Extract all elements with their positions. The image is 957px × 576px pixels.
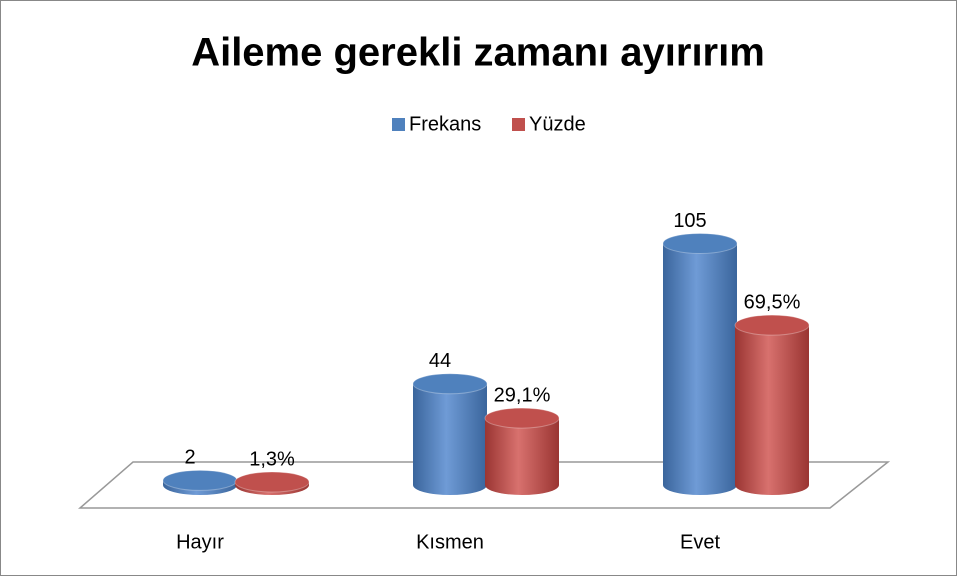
legend-swatch — [512, 118, 525, 131]
bar-top — [234, 471, 310, 493]
data-label: 69,5% — [744, 291, 801, 313]
bar-top — [162, 469, 238, 491]
data-label: 2 — [184, 447, 195, 469]
bar-top — [484, 407, 560, 429]
bar-top — [734, 314, 810, 336]
legend-label: Yüzde — [529, 113, 586, 135]
bar — [735, 325, 809, 495]
chart-title: Aileme gerekli zamanı ayırırım — [191, 31, 765, 75]
x-tick-label: Hayır — [176, 531, 224, 553]
x-tick-label: Evet — [680, 531, 720, 553]
legend-swatch — [392, 118, 405, 131]
bar — [485, 418, 559, 495]
bar — [663, 243, 737, 495]
data-label: 29,1% — [494, 384, 551, 406]
data-label: 1,3% — [249, 448, 295, 470]
data-label: 44 — [429, 350, 451, 372]
legend-label: Frekans — [409, 113, 481, 135]
bar — [413, 383, 487, 495]
bar-top — [412, 373, 488, 395]
bar-top — [662, 233, 738, 254]
x-tick-label: Kısmen — [416, 531, 484, 553]
data-label: 105 — [673, 210, 706, 232]
